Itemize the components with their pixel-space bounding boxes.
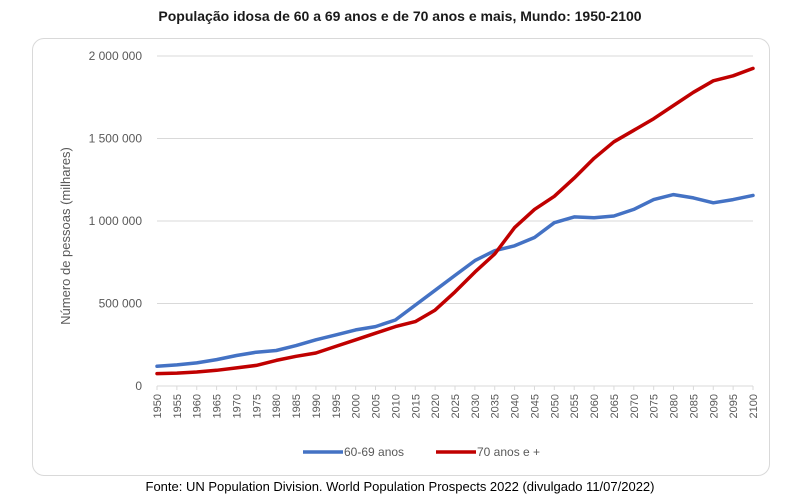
x-tick-label: 2090	[708, 394, 720, 418]
x-tick-label: 2035	[490, 394, 502, 418]
x-tick-label: 2100	[748, 394, 760, 418]
y-tick-label: 2 000 000	[89, 49, 143, 63]
x-tick-label: 2010	[390, 394, 402, 418]
x-tick-label: 2070	[629, 394, 641, 418]
x-tick-label: 2050	[549, 394, 561, 418]
series-lines	[155, 66, 755, 376]
x-tick-label: 2030	[470, 394, 482, 418]
series-line	[155, 192, 755, 368]
x-tick-label: 2095	[728, 394, 740, 418]
gridlines	[157, 55, 753, 387]
chart-area: 0 500 000 1 000 000 1 500 000 2 000 000 1950…	[58, 49, 760, 459]
x-tick-label: 1965	[212, 394, 224, 418]
x-tick-label: 2040	[510, 394, 522, 418]
series-line	[155, 66, 755, 376]
x-tick-label: 1975	[251, 394, 263, 418]
x-tick-label: 1950	[152, 394, 164, 418]
chart-frame	[32, 38, 770, 476]
x-tick-label: 2055	[569, 394, 581, 418]
source-note: Fonte: UN Population Division. World Pop…	[145, 479, 655, 494]
x-tick-label: 1985	[291, 394, 303, 418]
legend-label: 70 anos e +	[477, 445, 540, 459]
x-tick-label: 2075	[649, 394, 661, 418]
x-tick-label: 1955	[172, 394, 184, 418]
x-tick-label: 2000	[351, 394, 363, 418]
x-tick-label: 1970	[231, 394, 243, 418]
x-tick-label: 2080	[669, 394, 681, 418]
y-tick-label: 1 500 000	[89, 132, 143, 146]
x-tick-label: 1990	[311, 394, 323, 418]
x-tick-label: 2015	[410, 394, 422, 418]
x-tick-label: 2005	[371, 394, 383, 418]
y-tick-label: 1 000 000	[89, 214, 143, 228]
x-tick-label: 1980	[271, 394, 283, 418]
x-tick-label: 1960	[192, 394, 204, 418]
chart-title: População idosa de 60 a 69 anos e de 70 …	[158, 8, 642, 24]
x-tick-label: 2025	[450, 394, 462, 418]
x-tick-label: 2065	[609, 394, 621, 418]
y-tick-label: 0	[135, 379, 142, 393]
legend-label: 60-69 anos	[344, 445, 404, 459]
legend: 60-69 anos 70 anos e +	[303, 445, 540, 459]
y-axis-ticks: 0 500 000 1 000 000 1 500 000 2 000 000	[89, 49, 143, 393]
x-tick-label: 2045	[529, 394, 541, 418]
x-axis-ticks: 1950 1955 1960 1965 1970 1975 1980 1985 1990 1995…	[152, 386, 760, 418]
y-tick-label: 500 000	[99, 297, 143, 311]
x-tick-label: 1995	[331, 394, 343, 418]
x-tick-label: 2060	[589, 394, 601, 418]
x-tick-label: 2085	[688, 394, 700, 418]
x-tick-label: 2020	[430, 394, 442, 418]
y-axis-label: Número de pessoas (milhares)	[58, 147, 73, 325]
